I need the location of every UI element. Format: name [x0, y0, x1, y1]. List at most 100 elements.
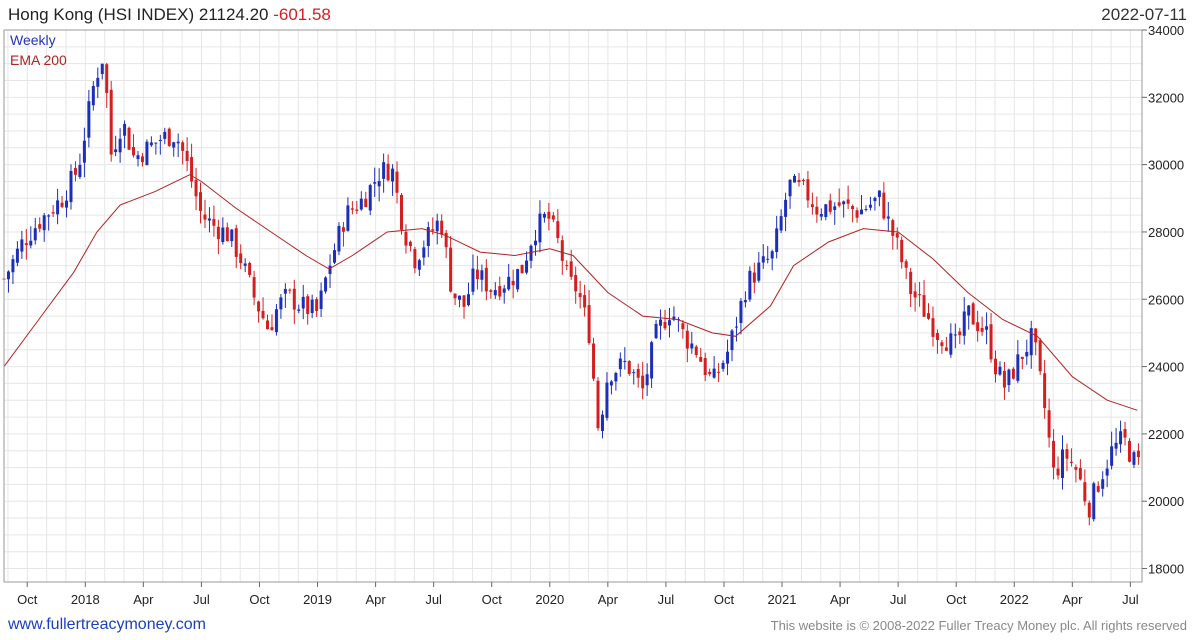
candle-body [230, 229, 234, 242]
candle-body [734, 326, 738, 328]
candle-body [435, 220, 439, 232]
candle-body [1056, 468, 1060, 476]
candle-body [962, 311, 966, 336]
candle-body [980, 327, 984, 332]
candle-body [279, 297, 283, 310]
candle-body [726, 351, 730, 364]
candle-body [1096, 485, 1100, 492]
candle-body [525, 260, 529, 273]
candle-body [399, 194, 403, 230]
candle-body [341, 227, 345, 232]
candle-body [248, 262, 252, 275]
chart-frame [3, 29, 1143, 583]
candle-body [266, 320, 270, 330]
y-tick-label: 22000 [1148, 427, 1184, 442]
x-tick-label: 2019 [303, 592, 332, 607]
candle-body [940, 342, 944, 347]
candle-body [324, 277, 328, 292]
candle-body [395, 171, 399, 193]
candle-body [511, 280, 515, 286]
x-tick-label: 2018 [71, 592, 100, 607]
candle-body [743, 300, 747, 303]
candle-body [824, 204, 828, 218]
candle-body [592, 343, 596, 379]
candle-body [149, 142, 153, 146]
candle-body [587, 305, 591, 344]
candle-body [65, 200, 69, 208]
candle-body [748, 270, 752, 300]
candle-body [368, 185, 372, 211]
candle-body [283, 288, 287, 294]
candle-body [60, 202, 64, 207]
candle-body [1038, 340, 1042, 372]
candle-body [11, 259, 15, 273]
candle-body [69, 170, 73, 203]
candle-body [721, 362, 725, 369]
x-tick-label: Apr [598, 592, 619, 607]
candle-body [234, 228, 238, 257]
candle-body [886, 216, 890, 219]
candle-body [730, 330, 734, 351]
candle-body [971, 303, 975, 325]
candle-body [1087, 502, 1091, 518]
candle-body [1069, 461, 1073, 463]
candle-body [815, 206, 819, 215]
candle-body [6, 271, 10, 280]
candle-body [207, 218, 211, 221]
candle-body [243, 263, 247, 266]
candle-body [614, 373, 618, 382]
candle-body [346, 205, 350, 231]
candle-body [502, 288, 506, 293]
candle-body [547, 211, 551, 219]
candle-body [1002, 370, 1006, 388]
candle-body [382, 162, 386, 179]
candle-body [216, 226, 220, 240]
x-tick-label: Jul [425, 592, 442, 607]
candle-body [458, 295, 462, 300]
candle-body [105, 64, 109, 93]
candle-body [24, 243, 28, 246]
candle-body [274, 309, 278, 333]
candle-body [1052, 440, 1056, 468]
candle-body [944, 347, 948, 351]
candle-body [654, 323, 658, 339]
candle-body [556, 221, 560, 239]
candle-body [1011, 368, 1015, 379]
candle-body [793, 175, 797, 183]
candle-body [828, 200, 832, 212]
candle-body [761, 256, 765, 263]
candle-body [864, 208, 868, 210]
candle-body [596, 380, 600, 429]
candle-body [551, 215, 555, 220]
website-link[interactable]: www.fullertreacymoney.com [8, 616, 206, 633]
y-tick-label: 18000 [1148, 562, 1184, 577]
candle-body [87, 101, 91, 138]
candle-body [355, 209, 359, 211]
candle-body [297, 309, 301, 311]
candle-body [221, 227, 225, 243]
candle-body [1119, 431, 1123, 445]
candle-body [181, 142, 185, 151]
candle-body [645, 374, 649, 386]
candle-body [118, 138, 122, 153]
candle-body [140, 156, 144, 163]
candle-body [466, 294, 470, 306]
candle-body [708, 371, 712, 375]
candle-body [127, 127, 131, 150]
candle-body [73, 168, 77, 175]
candle-body [1123, 429, 1127, 438]
candle-body [176, 141, 180, 144]
candle-body [203, 214, 207, 220]
candle-body [408, 241, 412, 247]
candle-body [15, 248, 19, 263]
candle-body [33, 228, 37, 241]
candle-body [636, 368, 640, 378]
title-text: Hong Kong (HSI INDEX) 21124.20 [8, 5, 269, 24]
candle-body [851, 206, 855, 210]
candle-body [922, 295, 926, 317]
candle-body [377, 180, 381, 187]
candle-body [301, 296, 305, 309]
candle-body [538, 213, 542, 243]
candle-body [994, 358, 998, 375]
candle-body [605, 382, 609, 418]
